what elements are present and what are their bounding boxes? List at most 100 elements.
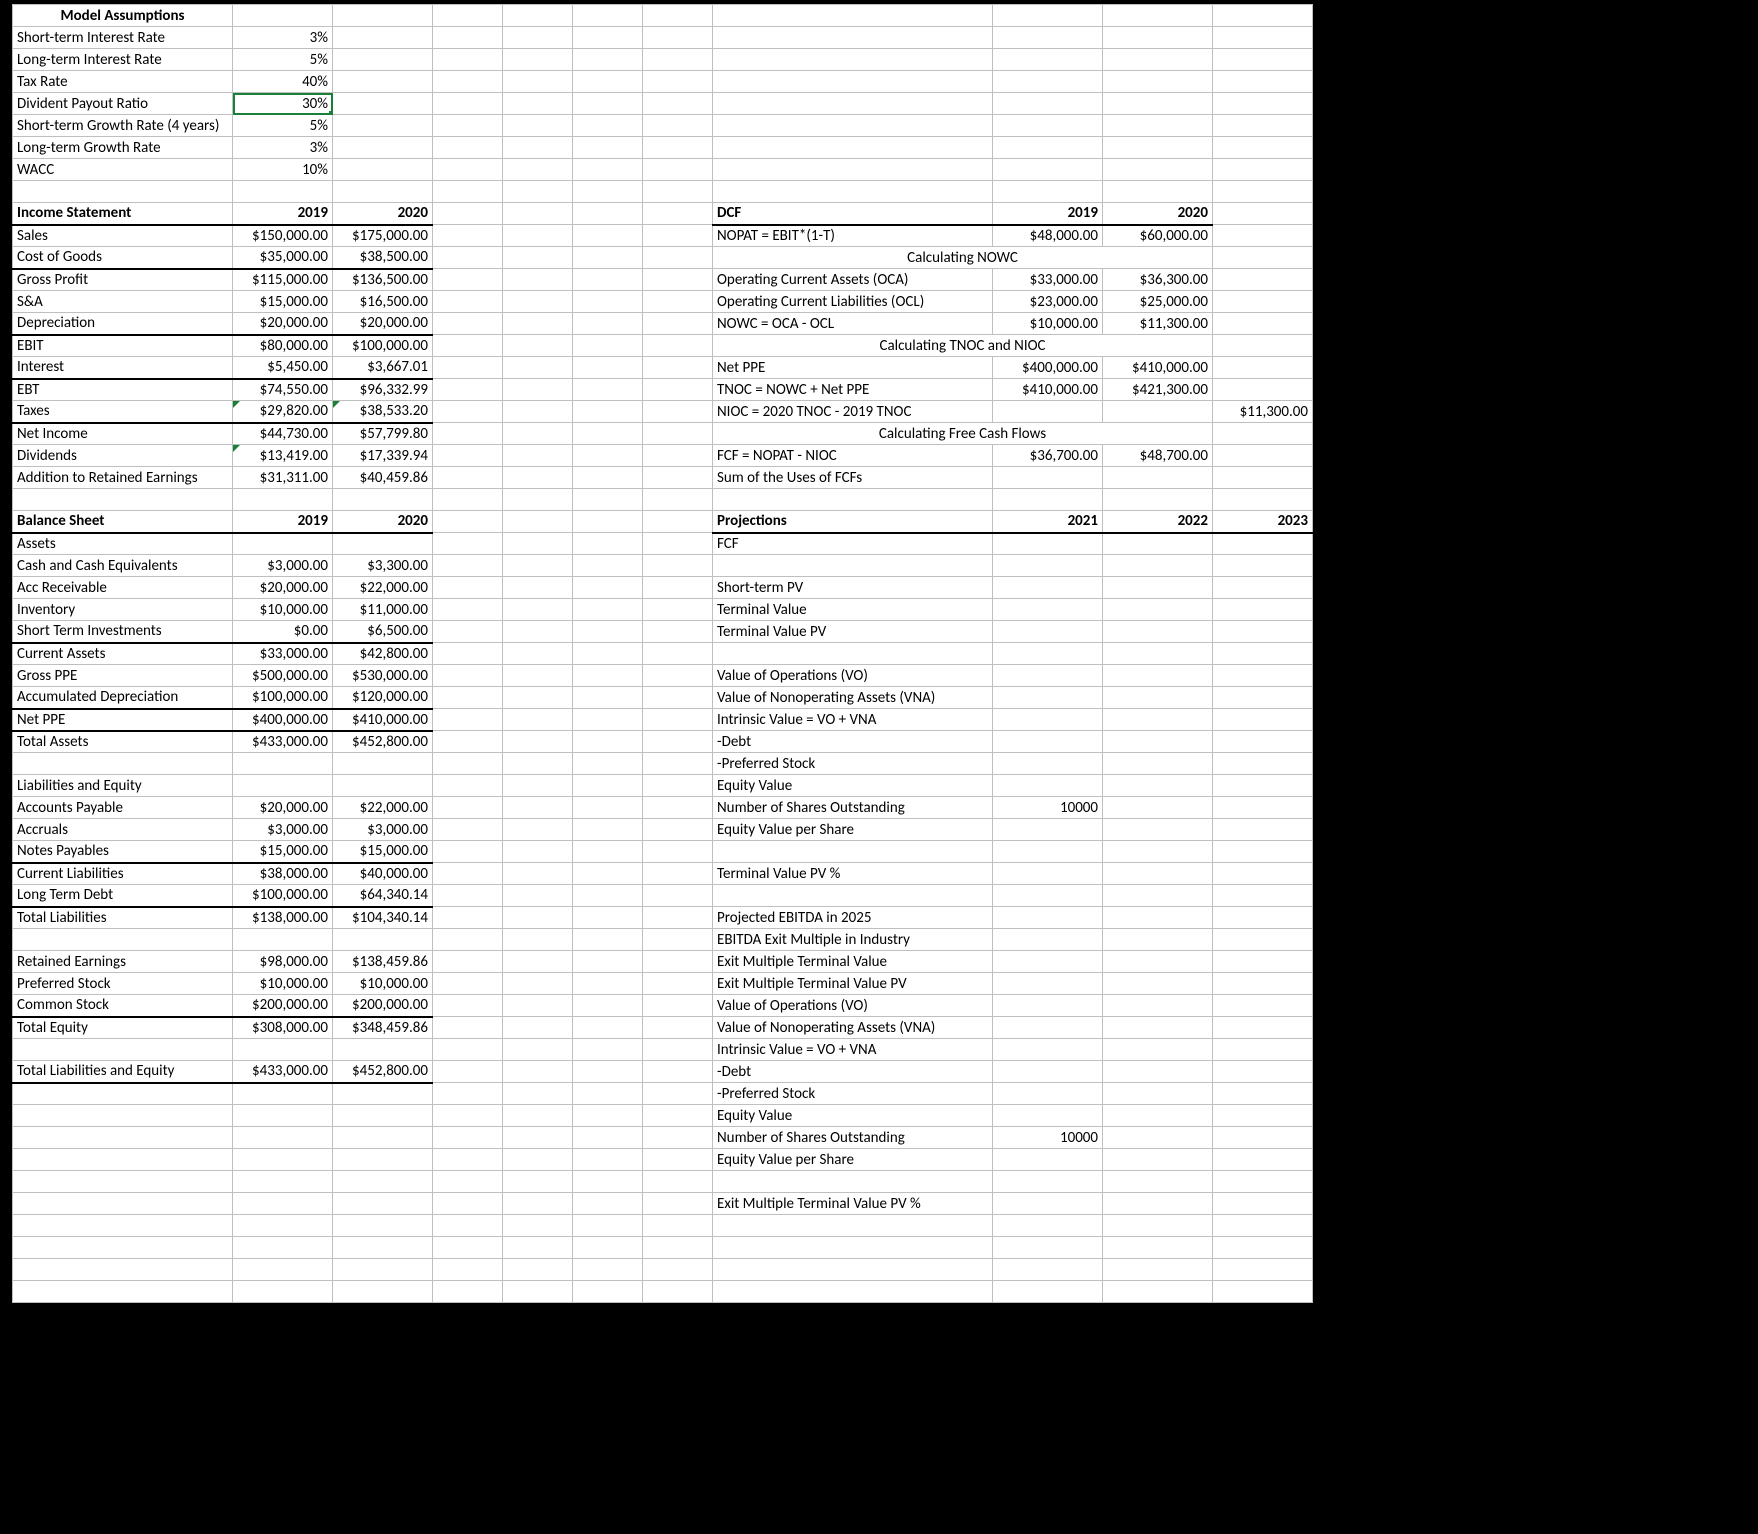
cell[interactable] — [1103, 1039, 1213, 1061]
cell[interactable] — [433, 687, 503, 709]
cell[interactable] — [433, 137, 503, 159]
cell[interactable]: Current Liabilities — [13, 863, 233, 885]
cell[interactable] — [1103, 995, 1213, 1017]
cell[interactable] — [1213, 687, 1313, 709]
assumption-value[interactable]: 3% — [233, 137, 333, 159]
cell[interactable] — [1213, 643, 1313, 665]
cell[interactable] — [993, 401, 1103, 423]
cell[interactable] — [433, 863, 503, 885]
cell[interactable]: Equity Value per Share — [713, 819, 993, 841]
cell[interactable] — [573, 137, 643, 159]
cell[interactable]: Exit Multiple Terminal Value — [713, 951, 993, 973]
cell[interactable] — [993, 49, 1103, 71]
cell[interactable] — [1213, 269, 1313, 291]
cell[interactable] — [503, 819, 573, 841]
cell[interactable]: Accounts Payable — [13, 797, 233, 819]
cell[interactable] — [573, 423, 643, 445]
cell[interactable] — [713, 181, 993, 203]
cell[interactable] — [503, 885, 573, 907]
cell[interactable] — [573, 775, 643, 797]
dcf-title[interactable]: DCF — [713, 203, 993, 225]
cell[interactable] — [503, 951, 573, 973]
cell[interactable] — [713, 1215, 993, 1237]
cell[interactable] — [1213, 1171, 1313, 1193]
cell[interactable] — [233, 1149, 333, 1171]
cell[interactable] — [643, 467, 713, 489]
cell[interactable]: NIOC = 2020 TNOC - 2019 TNOC — [713, 401, 993, 423]
cell[interactable] — [433, 1149, 503, 1171]
cell[interactable] — [1103, 753, 1213, 775]
cell[interactable] — [993, 1281, 1103, 1303]
cell[interactable] — [1103, 665, 1213, 687]
cell[interactable] — [1213, 1083, 1313, 1105]
cell[interactable]: Addition to Retained Earnings — [13, 467, 233, 489]
cell[interactable] — [503, 731, 573, 753]
cell[interactable]: EBT — [13, 379, 233, 401]
cell[interactable]: $13,419.00 — [233, 445, 333, 467]
cell[interactable] — [13, 1237, 233, 1259]
cell[interactable]: $98,000.00 — [233, 951, 333, 973]
cell[interactable] — [1103, 709, 1213, 731]
cell[interactable] — [433, 1215, 503, 1237]
cell[interactable] — [233, 1083, 333, 1105]
cell[interactable] — [433, 379, 503, 401]
cell[interactable]: Taxes — [13, 401, 233, 423]
cell[interactable] — [993, 1237, 1103, 1259]
cell[interactable] — [1213, 1061, 1313, 1083]
cell[interactable] — [643, 533, 713, 555]
cell[interactable] — [643, 247, 713, 269]
cell[interactable]: NOPAT = EBIT*(1-T) — [713, 225, 993, 247]
cell[interactable]: $100,000.00 — [233, 687, 333, 709]
cell[interactable] — [713, 643, 993, 665]
cell[interactable] — [1103, 1127, 1213, 1149]
cell[interactable] — [503, 973, 573, 995]
cell[interactable]: $42,800.00 — [333, 643, 433, 665]
cell[interactable] — [643, 335, 713, 357]
cell[interactable] — [13, 1083, 233, 1105]
cell[interactable] — [1213, 27, 1313, 49]
cell[interactable]: Terminal Value PV % — [713, 863, 993, 885]
cell[interactable] — [993, 643, 1103, 665]
cell[interactable]: $100,000.00 — [333, 335, 433, 357]
cell[interactable] — [1213, 1193, 1313, 1215]
cell[interactable]: Total Liabilities and Equity — [13, 1061, 233, 1083]
cell[interactable] — [573, 841, 643, 863]
cell[interactable] — [993, 709, 1103, 731]
cell[interactable] — [503, 1061, 573, 1083]
cell[interactable] — [643, 269, 713, 291]
cell[interactable] — [1213, 445, 1313, 467]
cell[interactable] — [643, 665, 713, 687]
cell[interactable] — [503, 467, 573, 489]
cell[interactable] — [713, 159, 993, 181]
cell[interactable]: $175,000.00 — [333, 225, 433, 247]
cell[interactable] — [1213, 247, 1313, 269]
cell[interactable] — [643, 27, 713, 49]
cell[interactable] — [1103, 1171, 1213, 1193]
cell[interactable] — [503, 489, 573, 511]
cell[interactable]: Terminal Value — [713, 599, 993, 621]
cell[interactable] — [503, 1105, 573, 1127]
cell[interactable] — [1103, 533, 1213, 555]
cell[interactable]: $421,300.00 — [1103, 379, 1213, 401]
cell[interactable] — [233, 1105, 333, 1127]
cell[interactable] — [713, 49, 993, 71]
cell[interactable] — [1213, 885, 1313, 907]
cell[interactable]: $410,000.00 — [333, 709, 433, 731]
cell[interactable] — [433, 93, 503, 115]
cell[interactable]: Total Liabilities — [13, 907, 233, 929]
cell[interactable] — [503, 1237, 573, 1259]
cell[interactable] — [333, 27, 433, 49]
cell[interactable] — [433, 1281, 503, 1303]
cell[interactable] — [573, 973, 643, 995]
cell[interactable]: Long Term Debt — [13, 885, 233, 907]
cell[interactable] — [233, 489, 333, 511]
cell[interactable] — [1213, 753, 1313, 775]
assumption-label[interactable]: Short-term Interest Rate — [13, 27, 233, 49]
cell[interactable] — [503, 841, 573, 863]
cell[interactable]: $138,000.00 — [233, 907, 333, 929]
cell[interactable]: $74,550.00 — [233, 379, 333, 401]
cell[interactable] — [503, 555, 573, 577]
cell[interactable] — [573, 313, 643, 335]
cell[interactable] — [573, 863, 643, 885]
cell[interactable] — [503, 753, 573, 775]
